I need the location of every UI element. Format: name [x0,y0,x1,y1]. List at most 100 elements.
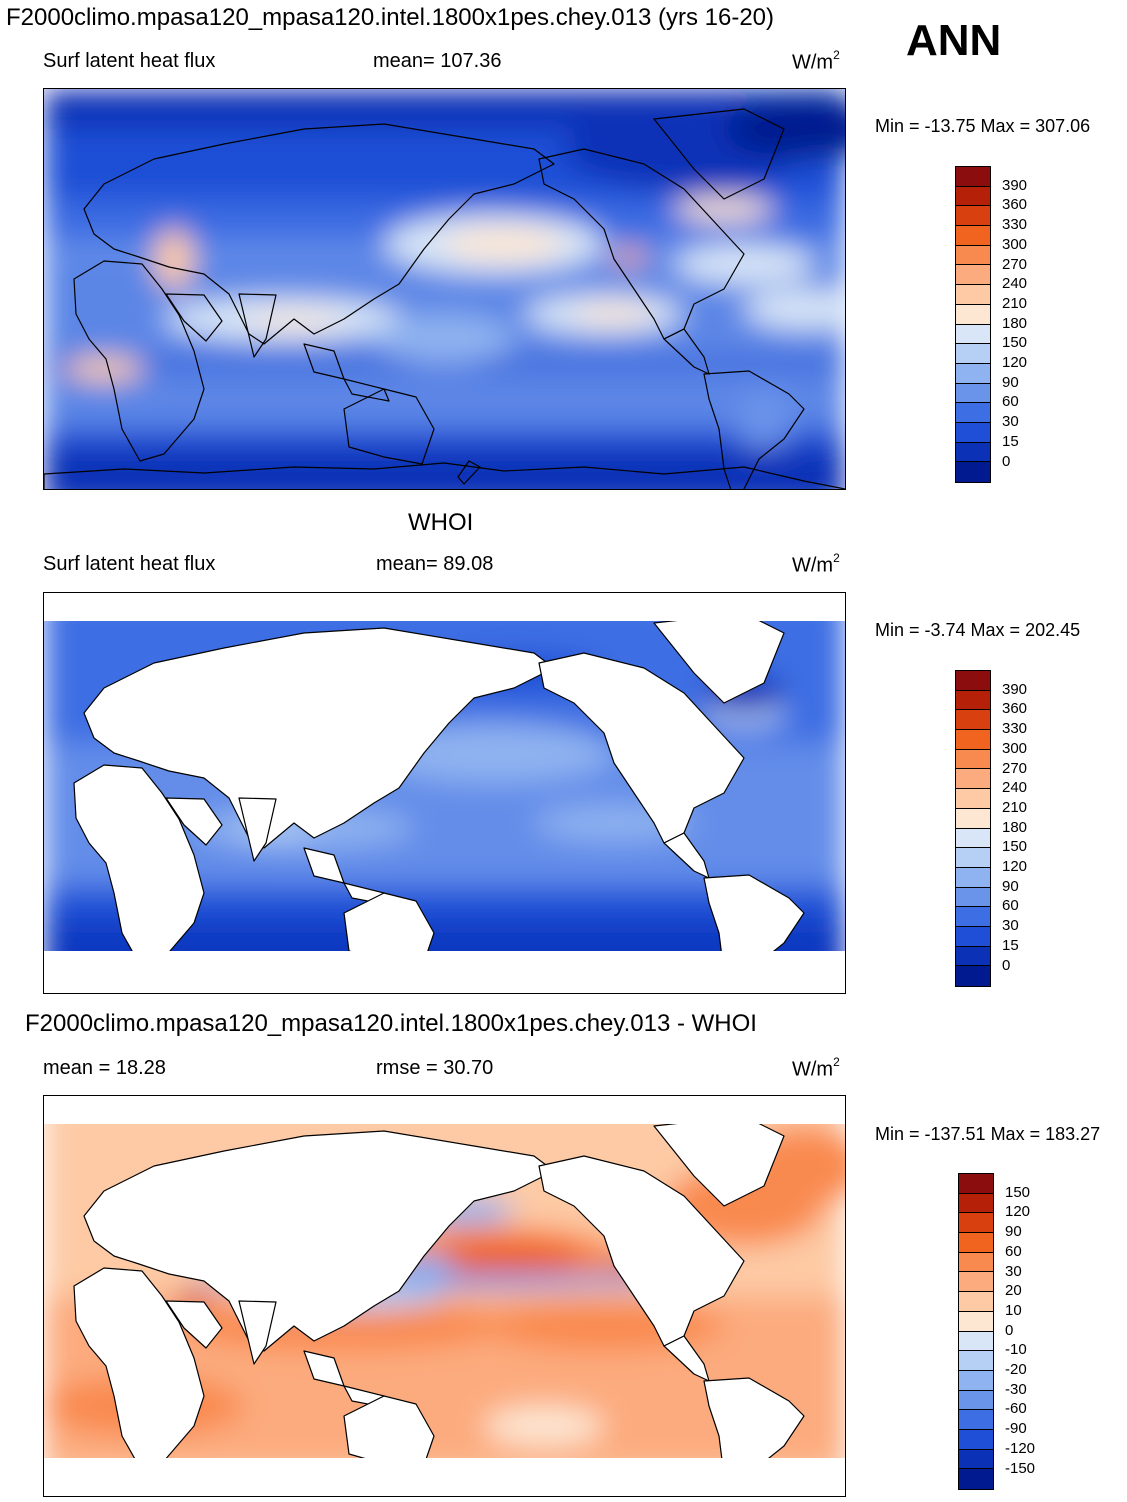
colorbar-segment [956,789,990,809]
colorbar-segment [959,1292,993,1312]
colorbar-segment [956,966,990,986]
colorbar-segment [959,1252,993,1273]
colorbar-segment [959,1331,993,1352]
colorbar-segment [956,710,990,731]
panel2-min-max: Min = -3.74 Max = 202.45 [875,620,1081,640]
colorbar-segment [956,226,990,246]
panel3-map [43,1095,846,1497]
panel3-min-max: Min = -137.51 Max = 183.27 [875,1124,1101,1144]
colorbar-tick-label: 300 [1002,235,1028,253]
continent-outline [165,1300,223,1349]
colorbar-tick-label: -60 [1005,1400,1027,1418]
panel3-units: W/m2 [792,1055,840,1081]
main-title: F2000climo.mpasa120_mpasa120.intel.1800x… [6,4,775,31]
continent-outline [83,123,555,345]
colorbar-tick-label: 60 [1002,393,1019,411]
colorbar-segment [956,422,990,443]
map-canvas [44,593,845,993]
colorbar-tick-label: 0 [1005,1321,1014,1339]
colorbar-tick-label: 60 [1002,897,1019,915]
colorbar-segment [956,265,990,286]
colorbar-tick-label: 240 [1002,779,1028,797]
panel1-map [43,88,846,490]
continent-outline [73,1267,205,1469]
field-blob [154,229,194,289]
colorbar-tick-label: 90 [1002,877,1019,895]
colorbar-segment [959,1449,993,1470]
field-blob [611,249,647,265]
colorbar-tick-label: 30 [1002,413,1019,431]
colorbar-segment [959,1390,993,1411]
polar-mask [44,1096,845,1124]
colorbar-segment [956,344,990,364]
panel3-mean-label: mean = 18.28 [43,1057,166,1079]
field-blob [444,228,564,260]
colorbar-tick-label: 150 [1005,1183,1031,1201]
map-canvas [44,1096,845,1496]
colorbar-segment [956,363,990,384]
continent-outline [343,1395,435,1472]
colorbar-segment [956,887,990,908]
colorbar-segment [956,769,990,790]
colorbar-tick-label: 0 [1002,452,1011,470]
colorbar-tick-label: -150 [1005,1459,1036,1477]
colorbar-tick-label: 30 [1002,917,1019,935]
colorbar-tick-label: -90 [1005,1420,1027,1438]
colorbar-segment [956,690,990,711]
colorbar-tick-label: 90 [1005,1223,1022,1241]
field-blob [64,357,144,381]
colorbar-segment [956,304,990,325]
continent-outline [653,108,785,200]
colorbar-tick-label: 90 [1002,373,1019,391]
continent-outline [165,797,223,846]
panel2-title: WHOI [408,509,474,536]
colorbar-tick-label: 360 [1002,196,1028,214]
colorbar-segment [959,1233,993,1253]
polar-mask [44,1458,845,1496]
colorbar-segment [956,167,990,187]
colorbar-tick-label: 270 [1002,759,1028,777]
colorbar-tick-label: 300 [1002,739,1028,757]
colorbar-tick-label: 240 [1002,275,1028,293]
colorbar-tick-label: 10 [1005,1301,1022,1319]
colorbar-segment [956,946,990,967]
field-band [44,449,845,489]
colorbar-tick-label: 150 [1002,334,1028,352]
colorbar-tick-label: 30 [1005,1262,1022,1280]
colorbar-tick-label: -20 [1005,1361,1027,1378]
colorbar-tick-label: -120 [1005,1439,1036,1457]
colorbar-segment [956,442,990,463]
colorbar-segment [956,808,990,829]
colorbar-tick-label: 270 [1002,255,1028,273]
colorbar-segment [956,867,990,888]
colorbar-tick-label: -30 [1005,1380,1027,1398]
colorbar-tick-label: 210 [1002,798,1028,816]
continent-outline [343,378,390,402]
panel1-min-max: Min = -13.75 Max = 307.06 [875,116,1091,136]
colorbar-tick-label: 360 [1002,700,1028,718]
colorbar-segment [956,671,990,691]
continent-outline [73,764,205,966]
panel2-mean-label: mean= 89.08 [376,553,494,575]
colorbar-strip [955,166,991,483]
colorbar-segment [959,1351,993,1371]
continent-outline [165,293,223,342]
continent-outline [663,832,710,879]
continent-outline [457,460,481,485]
colorbar-tick-label: 120 [1002,858,1028,875]
colorbar-tick-label: 20 [1005,1282,1022,1300]
season-label: ANN [906,16,1002,65]
panel2-variable-label: Surf latent heat flux [43,553,216,575]
colorbar-tick-label: 330 [1002,720,1028,738]
colorbar-segment [959,1213,993,1234]
colorbar-segment [959,1370,993,1391]
colorbar-segment [956,462,990,482]
colorbar-strip [958,1173,994,1490]
map-canvas [44,89,845,489]
colorbar-tick-label: 150 [1002,838,1028,856]
field-blob [424,1238,584,1274]
continent-outline [44,462,845,489]
colorbar-strip [955,670,991,987]
panel1-units: W/m2 [792,48,840,74]
colorbar-segment [956,285,990,305]
